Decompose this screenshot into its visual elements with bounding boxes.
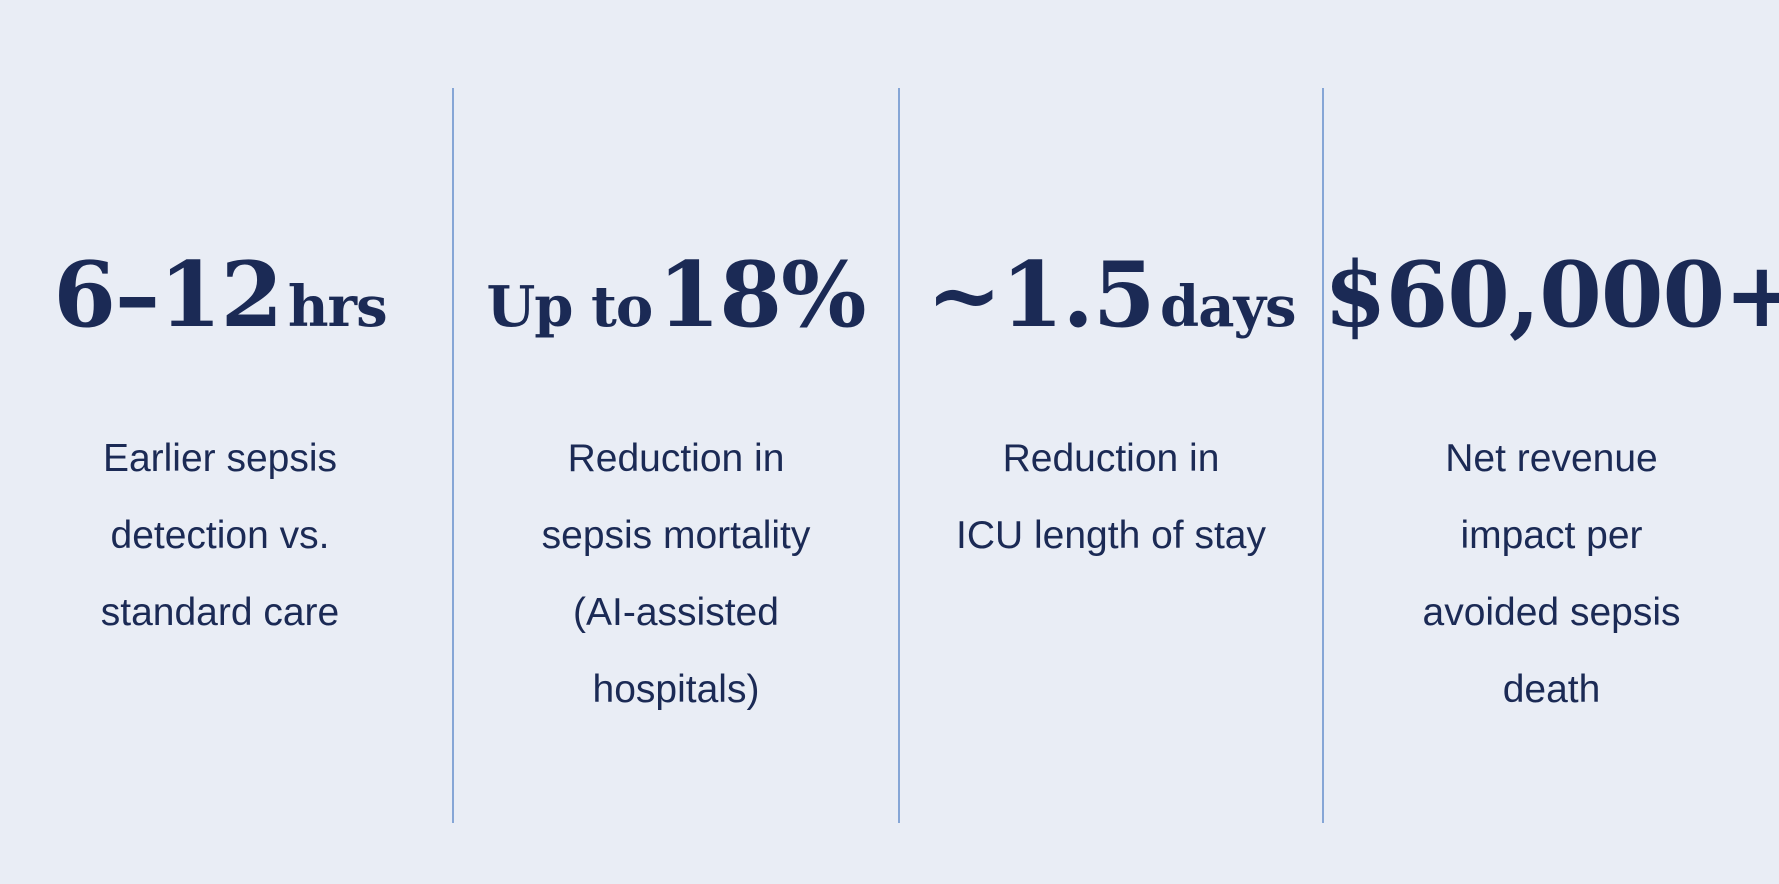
- stat-value: 18%: [657, 242, 867, 348]
- description-line: detection vs.: [110, 514, 330, 557]
- description-line: Reduction in: [1002, 437, 1220, 480]
- stat-headline: ~1.5 days: [900, 250, 1322, 340]
- stat-unit: days: [1160, 274, 1297, 340]
- stat-value: ~1.5: [926, 242, 1155, 348]
- stat-headline: Up to 18%: [454, 250, 898, 340]
- stat-revenue-impact: $60,000+ Net revenue impact per avoided …: [1324, 0, 1779, 884]
- stat-value: $60,000+: [1324, 242, 1779, 348]
- stat-description: Reduction in sepsis mortality (AI-assist…: [454, 420, 898, 728]
- stat-mortality-reduction: Up to 18% Reduction in sepsis mortality …: [454, 0, 898, 884]
- stat-prefix: Up to: [486, 274, 653, 340]
- description-line: ICU length of stay: [956, 514, 1266, 557]
- stat-unit: hrs: [287, 274, 388, 340]
- stat-icu-stay: ~1.5 days Reduction in ICU length of sta…: [900, 0, 1322, 884]
- column-divider: [452, 88, 454, 823]
- stat-description: Net revenue impact per avoided sepsis de…: [1324, 420, 1779, 728]
- description-line: standard care: [100, 591, 340, 634]
- column-divider: [1322, 88, 1324, 823]
- stat-headline: 6–12 hrs: [0, 250, 440, 340]
- stat-early-detection: 6–12 hrs Earlier sepsis detection vs. st…: [0, 0, 440, 884]
- description-line: impact per: [1460, 514, 1643, 557]
- stat-value: 6–12: [53, 242, 283, 348]
- stat-description: Reduction in ICU length of stay: [900, 420, 1322, 574]
- stat-headline: $60,000+: [1324, 250, 1779, 340]
- description-line: Net revenue: [1445, 437, 1658, 480]
- column-divider: [898, 88, 900, 823]
- description-line: sepsis mortality: [541, 514, 811, 557]
- description-line: Earlier sepsis: [102, 437, 338, 480]
- description-line: (AI-assisted: [573, 591, 779, 634]
- description-line: hospitals): [592, 668, 760, 711]
- description-line: Reduction in: [567, 437, 785, 480]
- description-line: death: [1502, 668, 1601, 711]
- description-line: avoided sepsis: [1422, 591, 1681, 634]
- stat-description: Earlier sepsis detection vs. standard ca…: [0, 420, 440, 651]
